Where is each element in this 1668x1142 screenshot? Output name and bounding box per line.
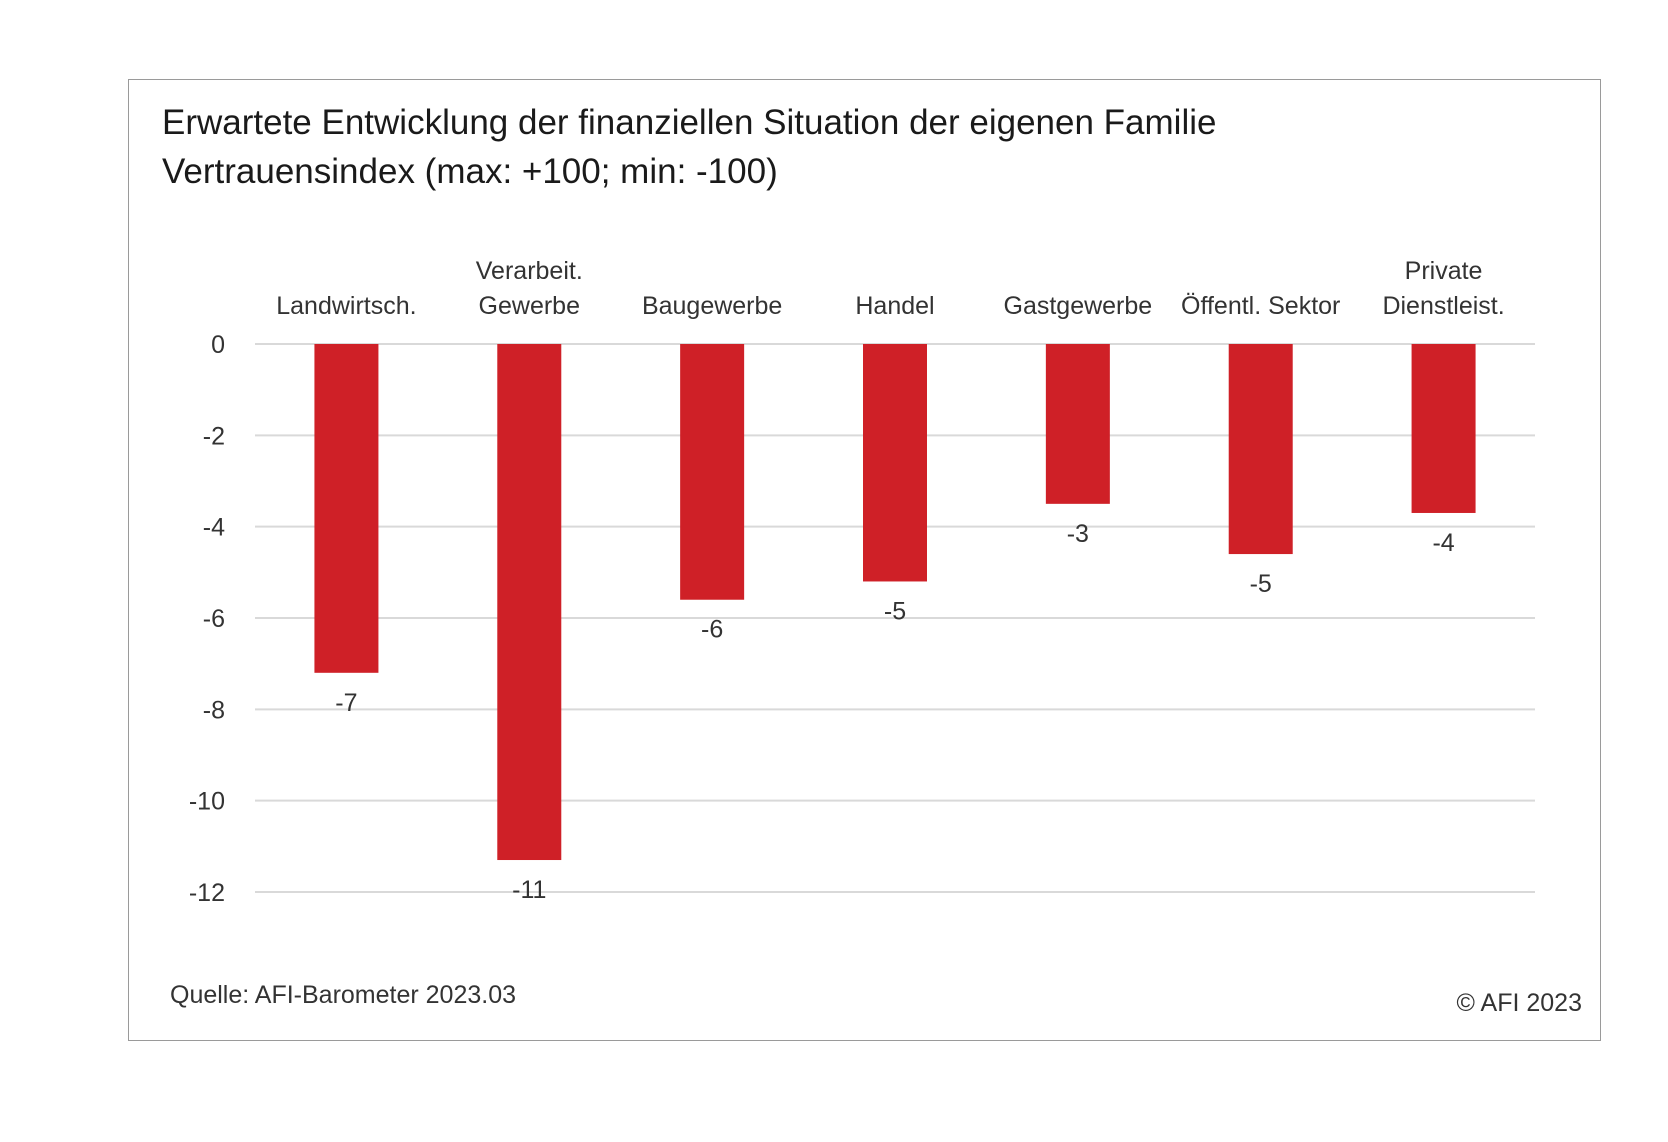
data-labels: -7 -11 -6 -5 -3 -5 -4 [335, 520, 1454, 904]
category-label-line: Verarbeit. [476, 257, 583, 285]
y-tick-label: -8 [203, 696, 225, 724]
y-axis: 0 -2 -4 -6 -8 -10 -12 [189, 331, 225, 907]
data-label: -5 [1250, 570, 1272, 598]
bar [863, 344, 927, 582]
title-line-1: Erwartete Entwicklung der finanziellen S… [162, 103, 1217, 142]
y-tick-label: 0 [211, 331, 225, 359]
y-tick-label: -4 [203, 514, 225, 542]
chart-title: Erwartete Entwicklung der finanziellen S… [162, 98, 1216, 196]
copyright-note: © AFI 2023 [1456, 989, 1582, 1017]
source-note: Quelle: AFI-Barometer 2023.03 [170, 981, 517, 1009]
data-label: -6 [701, 616, 723, 644]
category-label-line: Gewerbe [479, 292, 580, 320]
category-label: Gastgewerbe [1004, 292, 1153, 320]
category-label-line: Öffentl. Sektor [1181, 292, 1340, 320]
data-label: -11 [512, 876, 546, 904]
y-tick-label: -12 [189, 879, 225, 907]
category-label-line: Handel [855, 292, 934, 320]
bar [680, 344, 745, 600]
data-label: -7 [335, 689, 357, 717]
category-label: Öffentl. Sektor [1181, 292, 1340, 320]
bar [1045, 344, 1110, 504]
category-label-line: Private [1405, 257, 1483, 285]
category-label-line: Landwirtsch. [276, 292, 416, 320]
bars [314, 344, 1476, 861]
category-label-line: Baugewerbe [642, 292, 782, 320]
category-label-line: Dienstleist. [1382, 292, 1504, 320]
bar [1228, 344, 1293, 555]
category-label: Handel [855, 292, 934, 320]
category-label: Baugewerbe [642, 292, 782, 320]
category-labels: Landwirtsch. Verarbeit. Gewerbe Baugewerbe H… [276, 257, 1504, 320]
bar [497, 344, 562, 861]
category-label: Verarbeit. Gewerbe [476, 257, 583, 320]
y-tick-label: -6 [203, 605, 225, 633]
category-label-line: Gastgewerbe [1004, 292, 1153, 320]
data-label: -5 [884, 597, 906, 625]
y-tick-label: -10 [189, 788, 225, 816]
title-line-2: Vertrauensindex (max: +100; min: -100) [162, 152, 778, 191]
category-label: Private Dienstleist. [1382, 257, 1504, 320]
bar [314, 344, 379, 673]
data-label: -4 [1432, 529, 1454, 557]
y-tick-label: -2 [203, 422, 225, 450]
category-label: Landwirtsch. [276, 292, 416, 320]
bar [1411, 344, 1476, 513]
data-label: -3 [1067, 520, 1089, 548]
